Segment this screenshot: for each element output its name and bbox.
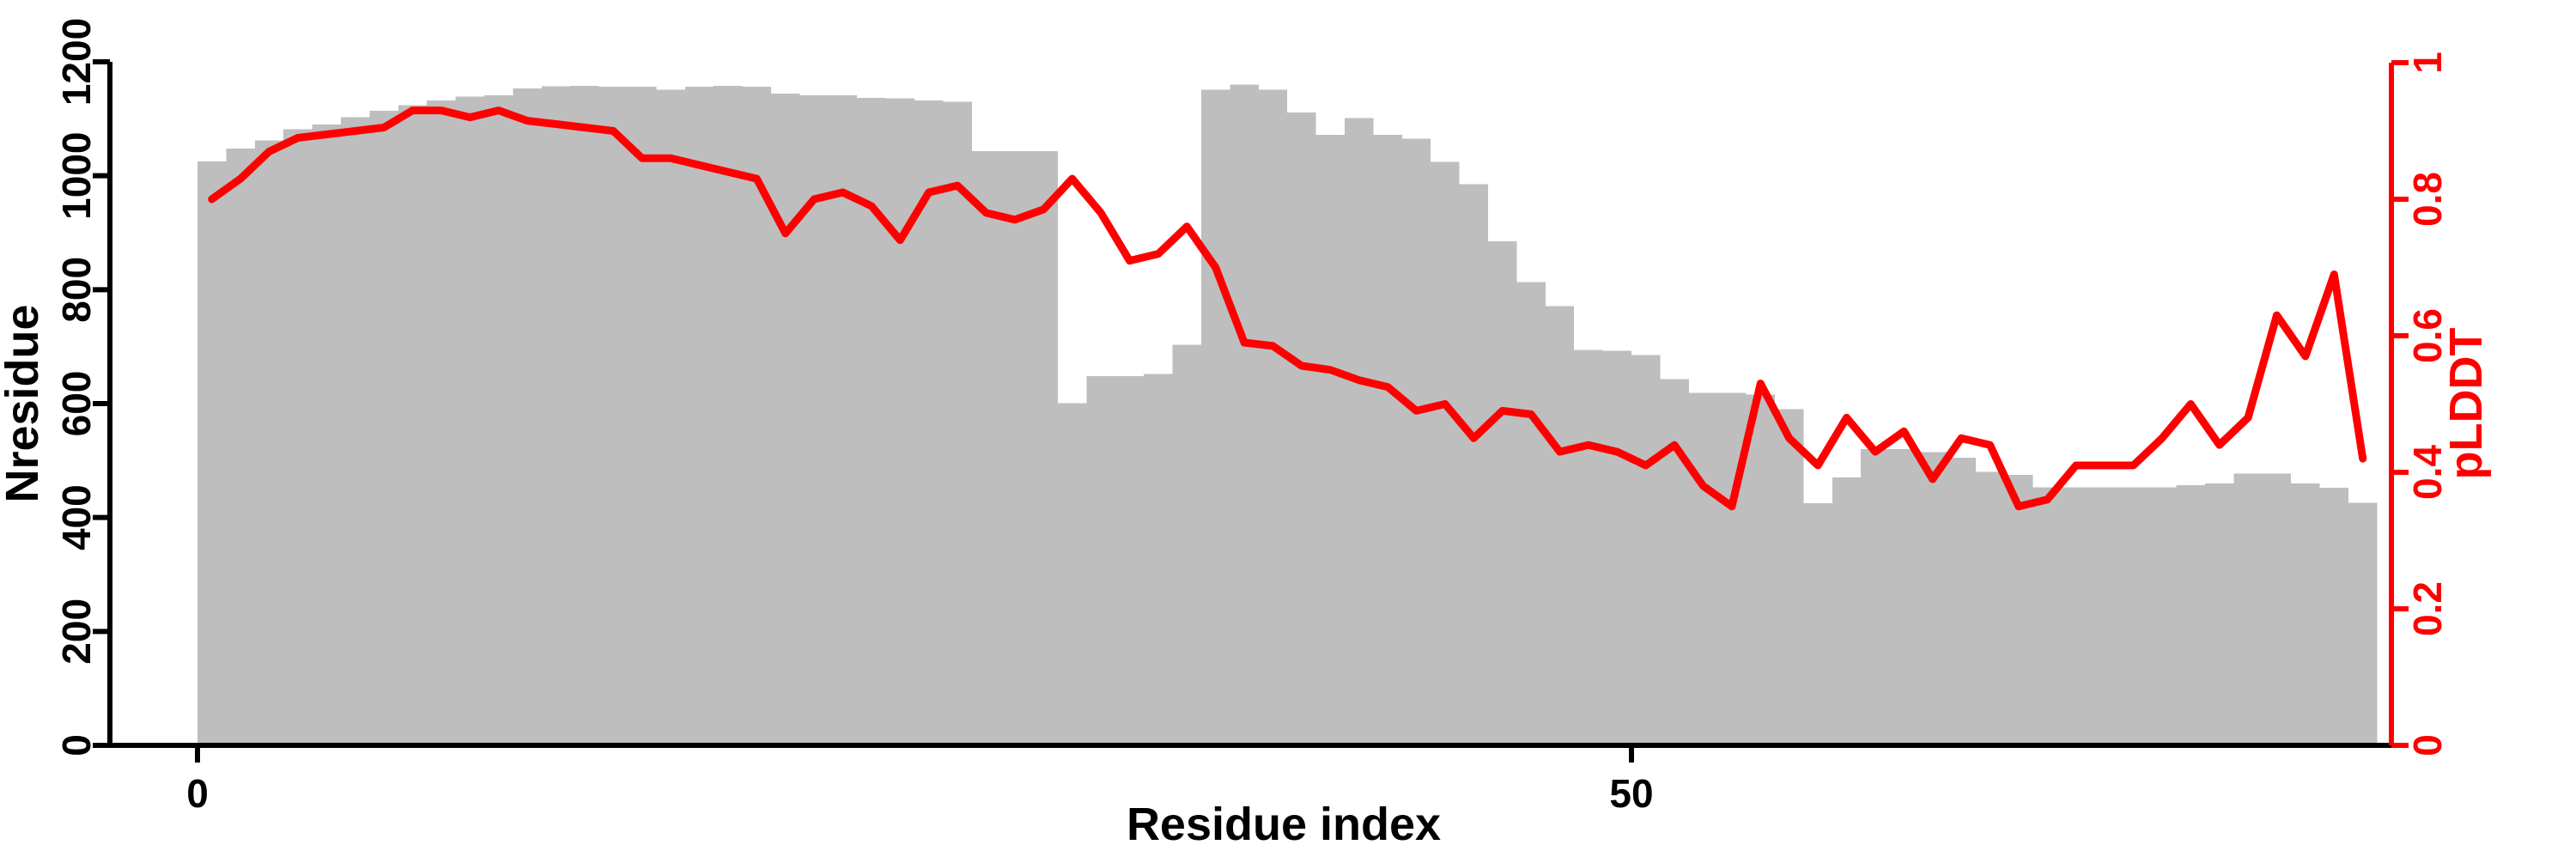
nresidue-bar (369, 111, 398, 746)
nresidue-bar (971, 151, 1001, 746)
x-axis-tick-label: 0 (186, 771, 209, 816)
nresidue-bar (1086, 376, 1115, 745)
nresidue-bar (1201, 89, 1230, 745)
right-axis-tick-label: 0.8 (2405, 172, 2450, 227)
left-axis-tick-label: 1000 (54, 131, 99, 219)
nresidue-bar (254, 140, 284, 746)
nresidue-bar (2291, 483, 2320, 745)
nresidue-bar (771, 94, 800, 745)
nresidue-bar (1545, 306, 1575, 745)
nresidue-bar (1631, 355, 1661, 745)
nresidue-bar (1602, 350, 1631, 745)
nresidue-bar (714, 85, 743, 746)
nresidue-bar (684, 87, 714, 746)
right-axis-tick-label: 1 (2405, 52, 2450, 74)
nresidue-bar (1918, 452, 1947, 745)
nresidue-bar (427, 100, 456, 745)
nresidue-bar (1947, 458, 1976, 745)
nresidue-bar (1401, 138, 1431, 746)
nresidue-bar (857, 97, 886, 746)
nresidue-bar (570, 85, 599, 746)
nresidue-bar (1688, 392, 1718, 745)
nresidue-bar (656, 89, 685, 745)
x-axis-title: Residue index (1127, 799, 1441, 850)
nresidue-bar (484, 95, 513, 746)
nresidue-bar (885, 98, 914, 746)
nresidue-bar (1058, 403, 1087, 745)
nresidue-bar (455, 96, 484, 746)
nresidue-bar (2062, 487, 2091, 745)
nresidue-bar (828, 95, 858, 746)
nresidue-bar (1172, 344, 1201, 745)
nresidue-bar (2205, 483, 2234, 745)
nresidue-bar (1258, 89, 1288, 745)
nresidue-bar (2032, 487, 2062, 745)
nresidue-bar (1431, 161, 1460, 745)
nresidue-bars (197, 84, 2378, 746)
nresidue-bar (1746, 394, 1775, 745)
nresidue-bar (197, 161, 227, 746)
nresidue-bar (1660, 379, 1689, 745)
nresidue-bar (1000, 151, 1030, 746)
nresidue-bar (2348, 502, 2378, 745)
nresidue-bar (2319, 488, 2348, 745)
nresidue-bar (2118, 487, 2148, 745)
nresidue-bar (2233, 473, 2263, 745)
right-axis-title: pLDDT (2440, 328, 2492, 480)
nresidue-bar (2176, 484, 2205, 745)
nresidue-bar (1373, 134, 1402, 745)
nresidue-bar (2262, 473, 2292, 745)
nresidue-bar (1574, 349, 1603, 745)
nresidue-bar (1889, 449, 1918, 745)
nresidue-bar (1287, 112, 1316, 745)
left-axis-title: Nresidue (0, 304, 48, 502)
nresidue-bar (1144, 374, 1173, 745)
nresidue-bar (1459, 184, 1488, 745)
nresidue-bar (226, 148, 255, 745)
nresidue-bar (341, 117, 370, 746)
left-axis-tick-label: 600 (54, 371, 99, 437)
right-axis-tick-label: 0.2 (2405, 581, 2450, 636)
left-axis-tick-label: 800 (54, 257, 99, 323)
nresidue-bar (2004, 474, 2033, 745)
nresidue-bar (2090, 487, 2119, 745)
left-axis-tick-label: 1200 (54, 18, 99, 106)
plddt-line (208, 106, 2367, 511)
nresidue-bar (513, 88, 542, 746)
nresidue-bar (1832, 477, 1862, 745)
nresidue-bar (1230, 84, 1259, 746)
left-axis-tick-label: 200 (54, 599, 99, 665)
nresidue-bar (1115, 376, 1145, 745)
nresidue-bar (2148, 487, 2177, 745)
nresidue-bar (1775, 409, 1804, 745)
left-axis-tick-label: 0 (54, 734, 99, 757)
nresidue-bar (283, 129, 313, 746)
nresidue-bar (1516, 282, 1546, 746)
x-axis-tick-label: 50 (1609, 771, 1653, 816)
right-axis-tick-label: 0 (2405, 734, 2450, 757)
right-axis-tick-label: 0.4 (2405, 445, 2450, 500)
right-axis-tick-label: 0.6 (2405, 308, 2450, 363)
nresidue-bar (1315, 134, 1345, 745)
nresidue-bar (1717, 392, 1747, 745)
nresidue-bar (1975, 471, 2005, 745)
nresidue-bar (1861, 449, 1890, 745)
nresidue-bar (1029, 151, 1058, 746)
nresidue-bar (628, 87, 657, 746)
nresidue-bar (1803, 503, 1832, 745)
axes: 0 200 400 600 800 1000 1200 0 50 0 0.2 0.4 0.6 0.8 1 Nr… (0, 18, 2492, 850)
nresidue-bar (541, 86, 571, 746)
nresidue-bar (1345, 118, 1374, 746)
nresidue-bar (398, 105, 428, 745)
nresidue-bar (943, 101, 972, 745)
nresidue-bar (1488, 240, 1517, 745)
nresidue-bar (598, 87, 628, 746)
nresidue-bar (312, 124, 341, 745)
left-axis-tick-label: 400 (54, 484, 99, 550)
